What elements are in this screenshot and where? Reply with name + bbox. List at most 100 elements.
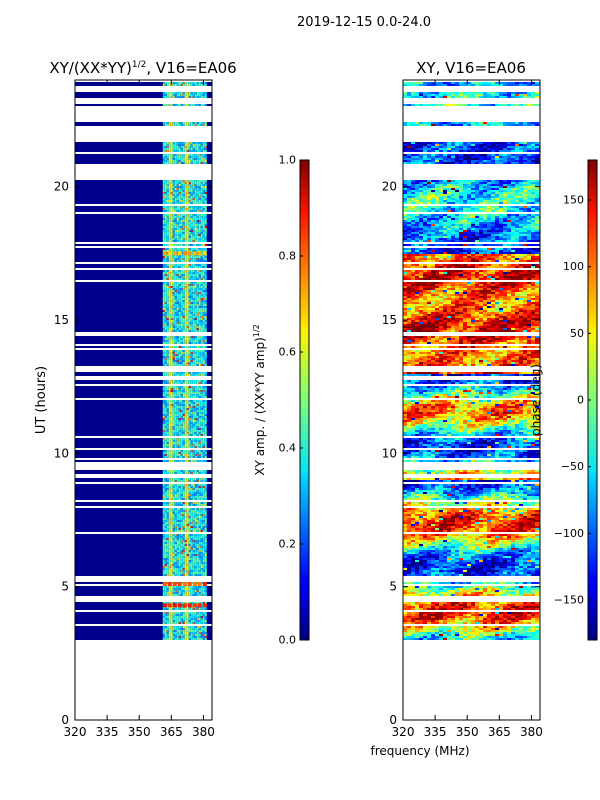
left-heatmap-cell — [174, 294, 177, 296]
left-heatmap-cell — [194, 446, 197, 448]
left-heatmap-cell — [204, 588, 207, 590]
left-heatmap-cell — [178, 516, 181, 518]
left-heatmap-cell — [198, 312, 201, 314]
left-heatmap-cell — [176, 264, 179, 266]
left-heatmap-cell — [180, 192, 183, 194]
right-heatmap-cell — [403, 94, 407, 96]
left-heatmap-cell — [192, 620, 195, 622]
left-heatmap-cell — [162, 318, 165, 320]
left-heatmap-cell — [164, 400, 167, 402]
left-heatmap-cell — [162, 450, 165, 452]
left-heatmap-cell — [190, 480, 193, 482]
left-heatmap-cell — [164, 456, 167, 458]
left-heatmap-cell — [188, 590, 191, 592]
left-heatmap-cell — [194, 556, 197, 558]
left-heatmap-cell — [166, 374, 169, 376]
left-heatmap-cell — [172, 148, 175, 150]
left-heatmap-cell — [188, 570, 191, 572]
left-heatmap-cell — [170, 450, 173, 452]
left-heatmap-cell — [200, 146, 203, 148]
left-heatmap-cell — [200, 340, 203, 342]
left-heatmap-cell — [176, 382, 179, 384]
right-heatmap-cell — [471, 92, 475, 94]
left-heatmap-cell — [196, 536, 199, 538]
left-heatmap-cell — [162, 122, 165, 124]
left-heatmap-cell — [182, 192, 185, 194]
left-heatmap-cell — [180, 82, 183, 84]
left-heatmap-cell — [188, 216, 191, 218]
left-heatmap-cell — [196, 502, 199, 504]
left-heatmap-cell — [204, 306, 207, 308]
left-heatmap-cell — [188, 260, 191, 262]
left-heatmap-cell — [170, 514, 173, 516]
left-heatmap-cell — [182, 340, 185, 342]
left-heatmap-cell — [176, 492, 179, 494]
left-heatmap-cell — [198, 236, 201, 238]
left-heatmap-cell — [198, 230, 201, 232]
left-heatmap-cell — [204, 626, 207, 628]
left-heatmap-cell — [200, 566, 203, 568]
left-heatmap-cell — [168, 410, 171, 412]
left-heatmap-cell — [168, 196, 171, 198]
left-heatmap-cell — [192, 236, 195, 238]
left-heatmap-cell — [192, 406, 195, 408]
left-heatmap-cell — [174, 350, 177, 352]
left-heatmap-cell — [178, 362, 181, 364]
left-heatmap-cell — [186, 396, 189, 398]
left-heatmap-cell — [166, 186, 169, 188]
left-heatmap-cell — [168, 208, 171, 210]
right-heatmap-cell — [499, 84, 503, 86]
left-heatmap-cell — [192, 470, 195, 472]
left-heatmap-cell — [184, 434, 187, 436]
left-heatmap-cell — [200, 82, 203, 84]
left-heatmap-row — [75, 354, 212, 356]
left-heatmap-cell — [162, 92, 165, 94]
left-heatmap-cell — [192, 510, 195, 512]
left-heatmap-cell — [166, 540, 169, 542]
left-heatmap-cell — [192, 630, 195, 632]
left-heatmap-cell — [196, 202, 199, 204]
left-heatmap-cell — [162, 490, 165, 492]
left-heatmap-cell — [170, 498, 173, 500]
left-heatmap-cell — [190, 396, 193, 398]
left-heatmap-cell — [196, 318, 199, 320]
left-heatmap-cell — [186, 220, 189, 222]
left-heatmap-cell — [178, 622, 181, 624]
left-heatmap-cell — [170, 424, 173, 426]
left-heatmap-cell — [194, 516, 197, 518]
left-heatmap-cell — [186, 146, 189, 148]
left-heatmap-cell — [190, 508, 193, 510]
left-heatmap-cell — [192, 508, 195, 510]
left-heatmap-cell — [184, 150, 187, 152]
left-heatmap-cell — [190, 292, 193, 294]
left-heatmap-cell — [194, 484, 197, 486]
left-heatmap-cell — [178, 266, 181, 268]
left-heatmap-cell — [184, 524, 187, 526]
left-heatmap-cell — [166, 278, 169, 280]
left-heatmap-cell — [164, 292, 167, 294]
left-heatmap-cell — [174, 544, 177, 546]
left-heatmap-cell — [200, 550, 203, 552]
right-heatmap-cell — [535, 92, 539, 94]
left-heatmap-cell — [172, 488, 175, 490]
left-heatmap-cell — [166, 488, 169, 490]
left-heatmap-cell — [168, 548, 171, 550]
left-heatmap-cell — [204, 594, 207, 596]
left-heatmap-cell — [188, 524, 191, 526]
left-heatmap-cell — [182, 362, 185, 364]
left-heatmap-cell — [180, 426, 183, 428]
y-tick-label: 15 — [54, 313, 69, 327]
left-heatmap-cell — [204, 320, 207, 322]
left-heatmap-cell — [176, 286, 179, 288]
left-heatmap-cell — [168, 534, 171, 536]
left-heatmap-cell — [186, 526, 189, 528]
left-heatmap-cell — [200, 632, 203, 634]
left-heatmap-cell — [186, 544, 189, 546]
left-heatmap-cell — [170, 230, 173, 232]
left-heatmap-cell — [172, 372, 175, 374]
left-heatmap-row — [75, 96, 212, 98]
left-heatmap-cell — [172, 550, 175, 552]
left-heatmap-row — [75, 514, 212, 516]
left-heatmap-cell — [166, 534, 169, 536]
left-heatmap-cell — [204, 350, 207, 352]
